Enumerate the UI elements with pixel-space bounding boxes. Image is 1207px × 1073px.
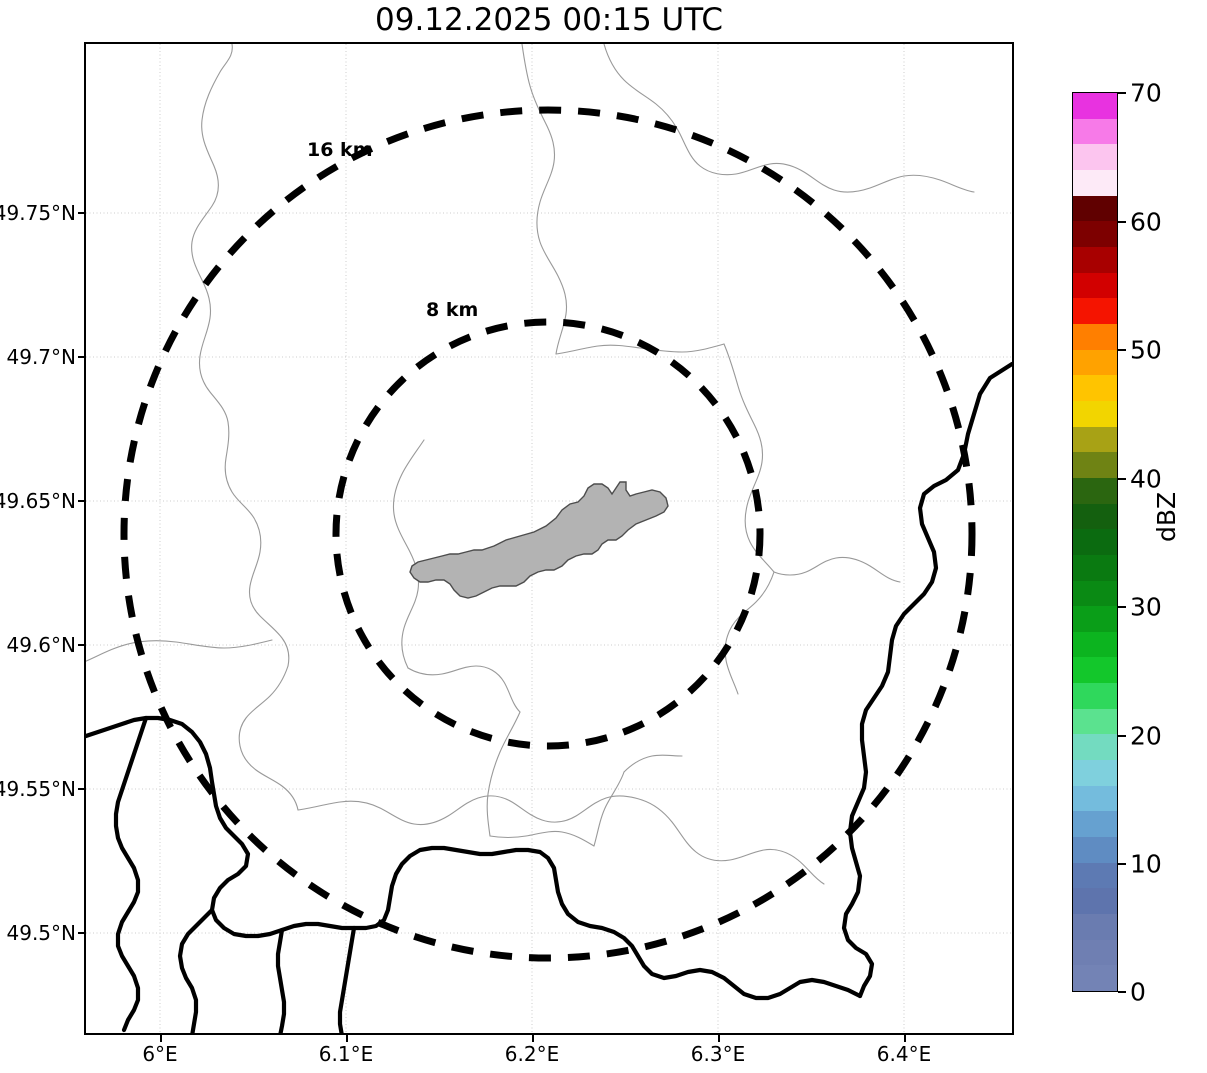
colorbar-band [1073, 938, 1117, 966]
colorbar-band [1073, 553, 1117, 581]
colorbar-band [1073, 143, 1117, 170]
ytick-mark-49-6 [78, 644, 85, 646]
cb-tick-label-20: 20 [1130, 721, 1162, 751]
xtick-label-6: 6°E [142, 1042, 178, 1066]
ytick-label-49-65: 49.65°N [0, 489, 76, 513]
colorbar-band [1073, 297, 1117, 324]
cb-tick-mark-70 [1118, 92, 1126, 94]
ytick-mark-49-7 [78, 356, 85, 358]
cb-tick-mark-0 [1118, 991, 1126, 993]
ytick-mark-49-5 [78, 932, 85, 934]
colorbar-band [1073, 964, 1117, 991]
colorbar-band [1073, 374, 1117, 401]
cb-tick-mark-10 [1118, 863, 1126, 865]
colorbar-band [1073, 733, 1117, 761]
range-ring-16km-label: 16 km [307, 139, 373, 161]
xtick-label-6-3: 6.3°E [690, 1042, 746, 1066]
colorbar-band [1073, 707, 1117, 735]
colorbar-axis-label: dBZ [1152, 491, 1181, 542]
cb-tick-mark-40 [1118, 478, 1126, 480]
cb-tick-label-0: 0 [1130, 977, 1146, 1007]
xtick-label-6-4: 6.4°E [876, 1042, 932, 1066]
cb-tick-label-50: 50 [1130, 335, 1162, 365]
cb-tick-mark-20 [1118, 735, 1126, 737]
colorbar-band [1073, 630, 1117, 658]
colorbar-band [1073, 194, 1117, 222]
colorbar-band [1073, 759, 1117, 786]
colorbar-band [1073, 348, 1117, 376]
colorbar-band [1073, 117, 1117, 145]
map-canvas [86, 44, 1012, 1033]
ytick-mark-49-65 [78, 500, 85, 502]
range-ring-8km-label: 8 km [426, 299, 479, 321]
xtick-label-6-1: 6.1°E [318, 1042, 374, 1066]
cb-tick-mark-50 [1118, 349, 1126, 351]
xtick-mark-6-2 [532, 1035, 534, 1042]
colorbar-band [1073, 656, 1117, 684]
page-title: 09.12.2025 00:15 UTC [375, 2, 723, 38]
colorbar-band [1073, 168, 1117, 196]
colorbar-band [1073, 887, 1117, 915]
colorbar-band [1073, 605, 1117, 632]
ytick-label-49-7: 49.7°N [6, 345, 77, 369]
colorbar-band [1073, 271, 1117, 299]
cb-tick-mark-60 [1118, 221, 1126, 223]
colorbar-band [1073, 784, 1117, 812]
xtick-label-6-2: 6.2°E [504, 1042, 560, 1066]
colorbar-band [1073, 528, 1117, 555]
cb-tick-label-10: 10 [1130, 849, 1162, 879]
range-ring-8km [332, 318, 764, 750]
xtick-mark-6-3 [718, 1035, 720, 1042]
ytick-mark-49-55 [78, 788, 85, 790]
colorbar-band [1073, 245, 1117, 273]
colorbar-band [1073, 912, 1117, 940]
colorbar-band [1073, 682, 1117, 709]
xtick-mark-6 [160, 1035, 162, 1042]
administrative-boundaries [86, 44, 975, 885]
colorbar-band [1073, 425, 1117, 453]
ytick-label-49-75: 49.75°N [0, 201, 76, 225]
ytick-mark-49-75 [78, 212, 85, 214]
colorbar-band [1073, 810, 1117, 838]
colorbar-band [1073, 502, 1117, 530]
cb-tick-label-60: 60 [1130, 207, 1162, 237]
colorbar-band [1073, 322, 1117, 350]
cb-tick-label-30: 30 [1130, 592, 1162, 622]
xtick-mark-6-1 [346, 1035, 348, 1042]
xtick-mark-6-4 [904, 1035, 906, 1042]
ytick-label-49-5: 49.5°N [6, 921, 77, 945]
ytick-label-49-6: 49.6°N [6, 633, 77, 657]
water-body-polygon [409, 481, 669, 599]
ytick-label-49-55: 49.55°N [0, 777, 76, 801]
cb-tick-mark-30 [1118, 606, 1126, 608]
colorbar-band [1073, 579, 1117, 607]
colorbar-band [1073, 399, 1117, 427]
cb-tick-label-40: 40 [1130, 464, 1162, 494]
colorbar-band [1073, 220, 1117, 247]
colorbar-band [1073, 451, 1117, 478]
colorbar-band [1073, 861, 1117, 889]
map-gridlines [86, 44, 1012, 1033]
map-plot-area[interactable]: 16 km 8 km [84, 42, 1014, 1035]
colorbar-band [1073, 835, 1117, 863]
colorbar[interactable] [1072, 92, 1118, 992]
colorbar-band [1073, 93, 1117, 119]
national-border [86, 361, 1012, 1033]
range-ring-16km [120, 106, 976, 962]
cb-tick-label-70: 70 [1130, 78, 1162, 108]
colorbar-band [1073, 476, 1117, 504]
